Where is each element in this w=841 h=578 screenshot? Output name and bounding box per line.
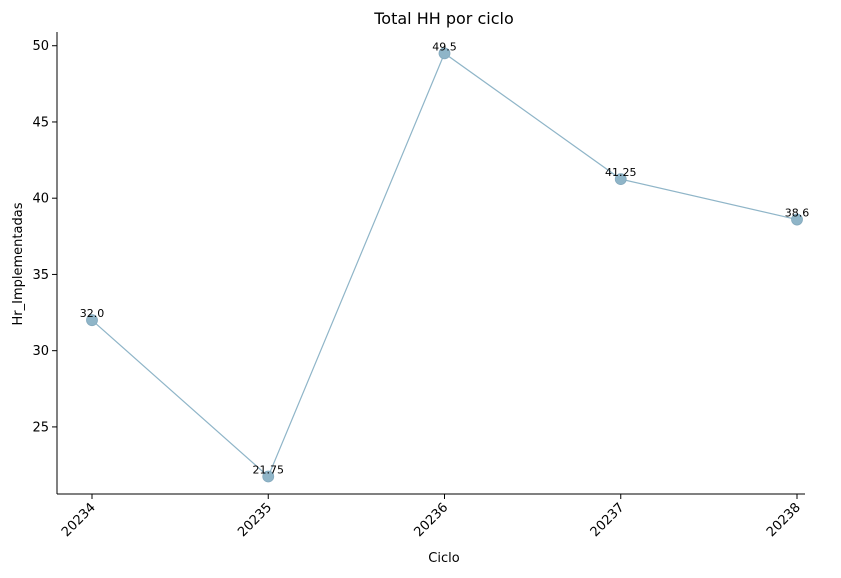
chart-title: Total HH por ciclo [373,9,513,28]
y-tick-label: 35 [32,268,49,283]
y-tick-label: 25 [32,420,49,435]
x-tick-label: 20238 [764,500,804,540]
axes: 25 30 35 40 45 50 20234 20235 20236 20237 20238 [32,32,805,540]
data-point [438,47,451,60]
data-label: 21.75 [253,463,285,476]
y-tick-label: 50 [32,39,49,54]
data-point [614,173,627,186]
data-point [262,470,275,483]
x-tick-label: 20235 [235,500,275,540]
data-label: 41.25 [605,166,637,179]
series-line: 32.0 21.75 49.5 41.25 38.6 [80,40,810,483]
series-line-path [91,52,798,478]
x-tick-label: 20234 [59,500,99,540]
data-label: 49.5 [432,40,457,53]
data-point [86,314,98,327]
x-axis-label: Ciclo [428,551,459,566]
y-tick-label: 45 [32,115,49,130]
x-tick-label: 20237 [588,500,628,540]
data-label: 32.0 [80,307,105,320]
data-point [791,213,803,226]
y-tick-label: 40 [32,192,49,207]
y-axis-label: Hr_Implementadas [11,202,26,325]
x-tick-label: 20236 [411,500,451,540]
data-label: 38.6 [785,207,810,220]
y-tick-label: 30 [32,344,49,359]
